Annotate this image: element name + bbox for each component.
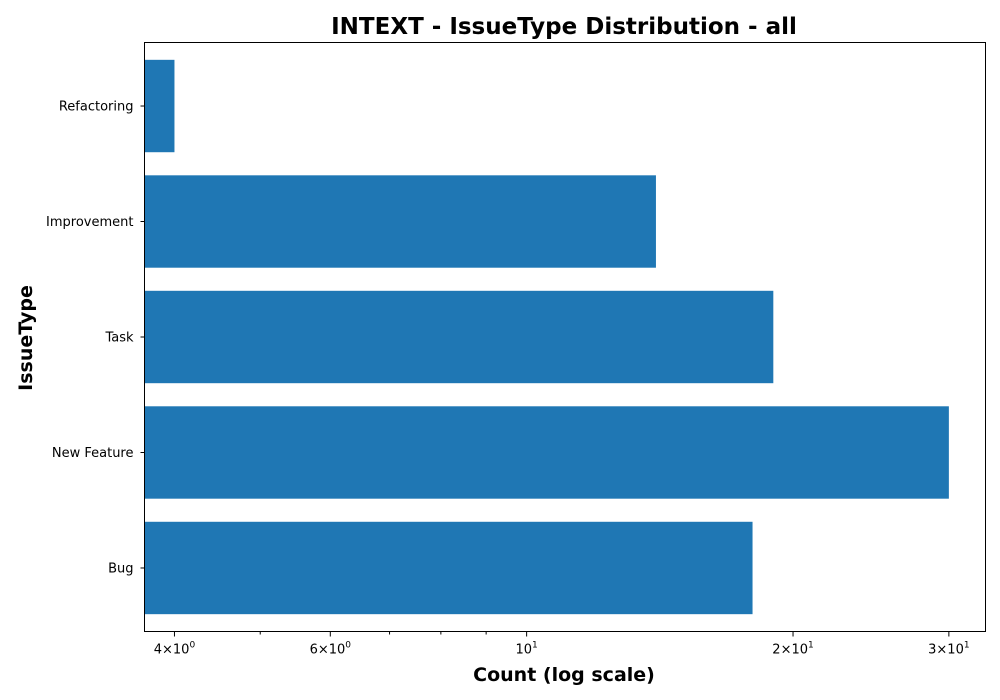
x-tick-label: 2×101 [772,641,813,658]
y-tick-label-task: Task [104,331,134,346]
x-tick-label: 4×100 [154,641,196,658]
y-tick-label-refactoring: Refactoring [59,100,134,115]
y-axis: Bug New Feature Task Improvement Refactoring [46,100,145,576]
x-tick-label: 101 [515,641,537,658]
y-tick-label-bug: Bug [108,561,133,576]
y-tick-label-improvement: Improvement [46,215,133,230]
bar-task [144,290,774,384]
y-axis-label: IssueType [15,285,37,391]
bar-bug [144,521,753,615]
bars-group [144,59,949,615]
y-tick-label-new-feature: New Feature [52,446,134,461]
chart-title: INTEXT - IssueType Distribution - all [331,14,797,40]
bar-improvement [144,175,656,268]
x-axis-label: Count (log scale) [473,664,655,686]
bar-refactoring [144,59,175,153]
x-tick-label: 3×101 [928,641,969,658]
x-tick-label: 6×100 [310,641,352,658]
bar-new-feature [144,406,949,499]
x-axis: 4×100 6×100 101 2×101 3×101 [154,631,970,658]
